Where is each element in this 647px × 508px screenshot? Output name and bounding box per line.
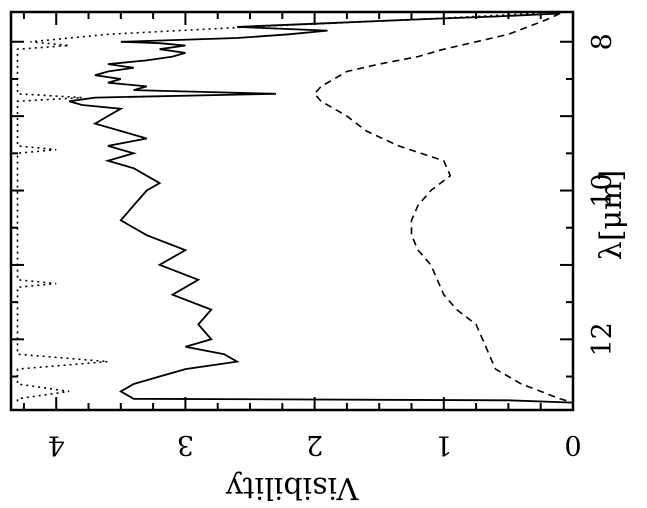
y-tick-label: 1 <box>435 429 452 460</box>
y-tick-label-group: 1 <box>435 429 452 460</box>
x-tick-label-group: 12 <box>587 322 618 356</box>
y-tick-label-group: 0 <box>564 429 581 460</box>
axis-title-x: λ[μm] <box>594 170 629 260</box>
y-tick-label: 0 <box>564 429 581 460</box>
axis-title-y: Visibility <box>226 470 360 505</box>
plot-frame <box>9 10 575 412</box>
series-line-dashed <box>313 12 574 404</box>
y-tick-label-group: 4 <box>48 429 65 460</box>
x-tick-label-group: 8 <box>587 33 618 50</box>
series-line-dotted <box>16 12 535 403</box>
y-tick-label: 3 <box>177 429 194 460</box>
y-tick-label: 2 <box>306 429 323 460</box>
y-tick-label-group: 2 <box>306 429 323 460</box>
x-tick-label: 8 <box>587 33 618 50</box>
x-tick-label-group: 10 <box>587 173 618 207</box>
x-tick-label: 12 <box>587 322 618 356</box>
x-tick-label: 10 <box>587 173 618 207</box>
axis-title-x-group: λ[μm] <box>594 170 629 260</box>
series-layer <box>16 12 574 404</box>
series-line-solid <box>68 12 574 404</box>
axis-title-y-group: Visibility <box>226 470 360 505</box>
y-tick-label: 4 <box>48 429 65 460</box>
y-tick-label-group: 3 <box>177 429 194 460</box>
